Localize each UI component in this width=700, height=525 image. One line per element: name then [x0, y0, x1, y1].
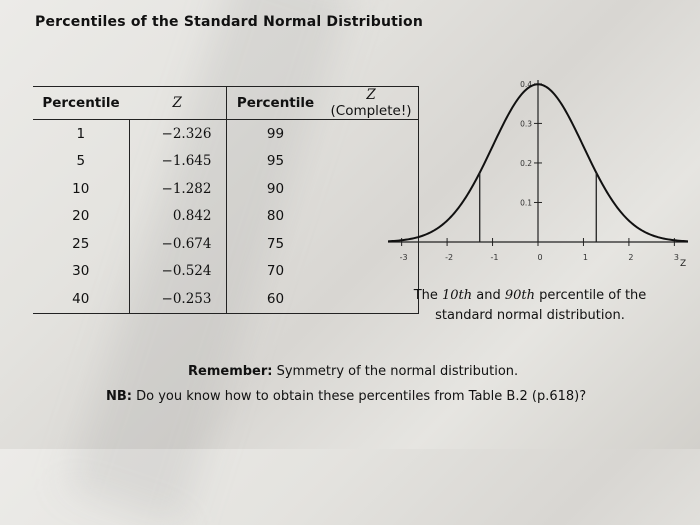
z-high-cell: [324, 230, 419, 258]
chart-caption: The 10th and 90th percentile of the stan…: [405, 286, 655, 326]
y-tick-label: 0.4: [520, 80, 532, 89]
header-percentile-1: Percentile: [33, 86, 129, 120]
table-header-row: Percentile Z Percentile Z (Complete!): [33, 86, 419, 120]
table-row: 5 −1.645 95: [33, 147, 419, 175]
y-tick-label: 0.1: [520, 198, 532, 207]
percentile-high-cell: 75: [266, 235, 285, 252]
x-tick-label: 3: [674, 253, 679, 262]
x-tick-label: -1: [491, 253, 499, 262]
percentile-low-cell: 20: [33, 202, 130, 230]
normal-density-curve: [388, 83, 688, 243]
normal-curve-chart: -3 -2 -1 0 1 2 3 0.1 0.2 0.3 0.4 Z: [388, 80, 688, 269]
z-low-cell: −0.253: [129, 285, 227, 314]
percentile-low-cell: 25: [33, 230, 130, 258]
table-row: 20 0.842 80: [33, 202, 419, 230]
x-tick-label: -3: [400, 253, 408, 262]
z-low-cell: −0.524: [129, 257, 227, 285]
y-tick-label: 0.3: [520, 119, 532, 128]
remember-text: Symmetry of the normal distribution.: [272, 364, 519, 379]
percentile-low-cell: 5: [33, 147, 130, 175]
remember-label: Remember:: [188, 364, 273, 379]
y-tick-label: 0.2: [520, 159, 532, 168]
z-low-cell: −1.282: [129, 175, 227, 203]
remember-note: Remember: Symmetry of the normal distrib…: [188, 364, 518, 379]
percentile-high-cell: 99: [266, 125, 285, 142]
nb-note: NB: Do you know how to obtain these perc…: [106, 389, 586, 404]
caption-p10: 10th: [442, 288, 473, 303]
x-tick-label: -2: [445, 253, 453, 262]
percentile-low-cell: 1: [33, 119, 130, 148]
table-row: 10 −1.282 90: [33, 175, 419, 203]
percentile-table: Percentile Z Percentile Z (Complete!) 1−…: [33, 86, 419, 314]
caption-pre: The: [413, 288, 442, 303]
x-axis-label: Z: [680, 259, 686, 269]
table-row: 30 −0.524 70: [33, 257, 419, 285]
table-row: 40 −0.253 60: [33, 285, 419, 314]
table-row: 1 −2.326 99: [33, 119, 419, 148]
percentile-high-cell: 80: [266, 208, 285, 225]
z-high-cell: [324, 147, 419, 175]
percentile-low-cell: 30: [33, 257, 130, 285]
z-low-cell: 0.842: [129, 202, 227, 230]
header-z-1: Z: [129, 86, 227, 120]
x-tick-label: 2: [628, 253, 633, 262]
z-high-cell: [324, 175, 419, 203]
z-low-cell: −1.645: [129, 147, 227, 175]
percentile-low-cell: 40: [33, 285, 130, 314]
x-tick-label: 1: [583, 253, 588, 262]
header-complete: (Complete!): [330, 103, 412, 119]
page-title: Percentiles of the Standard Normal Distr…: [35, 14, 424, 30]
caption-mid: and: [472, 288, 505, 303]
z-low-cell: −0.674: [129, 230, 227, 258]
percentile-low-cell: 10: [33, 175, 130, 203]
percentile-high-cell: 70: [266, 263, 285, 280]
percentile-high-cell: 90: [266, 180, 285, 197]
nb-text: Do you know how to obtain these percenti…: [132, 389, 587, 404]
z-high-cell: [324, 202, 419, 230]
caption-p90: 90th: [504, 288, 536, 303]
z-high-cell: [324, 257, 419, 285]
header-z-2: Z: [366, 87, 376, 103]
z-high-cell: [324, 285, 419, 314]
z-low-cell: −2.326: [129, 119, 227, 148]
percentile-high-cell: 60: [226, 285, 325, 314]
percentile-high-cell: 95: [266, 153, 285, 170]
caption-post: percentile of the standard normal distri…: [435, 288, 647, 323]
header-percentile-2: Percentile: [226, 86, 325, 120]
header-z-complete: Z (Complete!): [324, 86, 419, 120]
nb-label: NB:: [106, 389, 132, 404]
x-tick-label: 0: [537, 253, 542, 262]
z-high-cell: [324, 119, 419, 148]
table-row: 25 −0.674 75: [33, 230, 419, 258]
